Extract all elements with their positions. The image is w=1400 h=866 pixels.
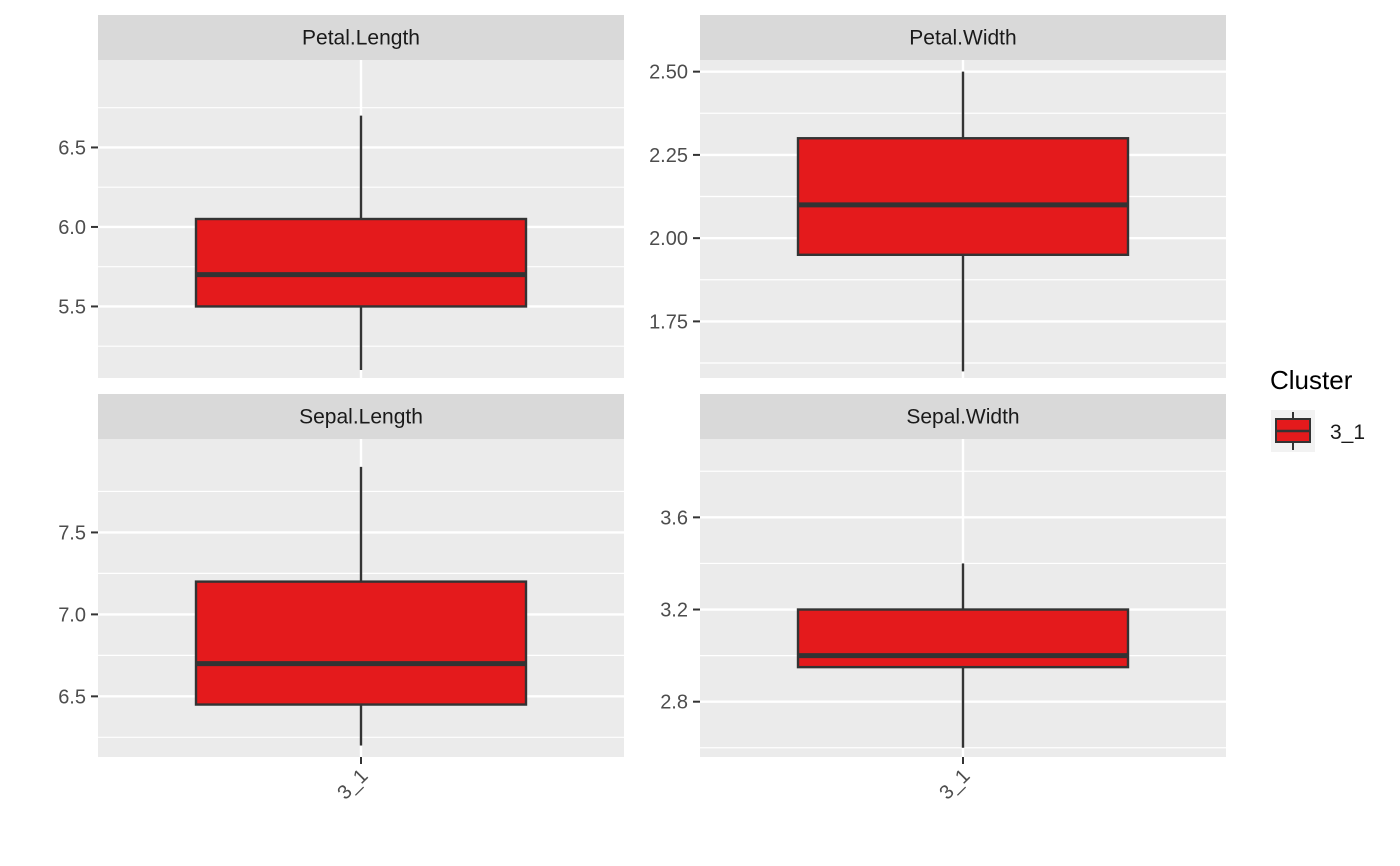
legend-entry-label: 3_1	[1330, 421, 1365, 444]
y-tick-label: 6.0	[58, 217, 86, 239]
legend-title: Cluster	[1270, 365, 1353, 395]
legend: Cluster 3_1	[1270, 365, 1365, 452]
y-tick-label: 6.5	[58, 137, 86, 159]
box-iqr	[194, 217, 528, 308]
facet-strip	[700, 394, 1226, 439]
facet-panel-petal-width: Petal.Width 1.75 2.00 2.25 2.50	[649, 15, 1226, 378]
facet-strip	[98, 394, 624, 439]
y-tick-label: 5.5	[58, 296, 86, 318]
facet-panel-sepal-length: Sepal.Length 6.5 7.0 7.5 3_1	[58, 394, 624, 804]
facet-strip-label: Sepal.Width	[906, 406, 1019, 429]
facet-strip-label: Sepal.Length	[299, 406, 423, 429]
y-tick-label: 2.50	[649, 62, 688, 84]
facet-strip-label: Petal.Length	[302, 27, 420, 50]
box-iqr	[796, 608, 1130, 669]
box-iqr	[796, 137, 1130, 256]
x-tick-label: 3_1	[935, 765, 974, 804]
facet-strip	[700, 15, 1226, 60]
y-tick-label: 7.5	[58, 522, 86, 544]
facet-strip	[98, 15, 624, 60]
y-tick-label: 2.8	[660, 692, 688, 714]
facet-strip-label: Petal.Width	[909, 27, 1016, 50]
y-tick-label: 3.6	[660, 507, 688, 529]
box-iqr	[194, 580, 528, 706]
y-tick-label: 3.2	[660, 600, 688, 622]
y-tick-label: 2.00	[649, 228, 688, 250]
y-tick-label: 7.0	[58, 604, 86, 626]
y-tick-label: 6.5	[58, 686, 86, 708]
y-tick-label: 1.75	[649, 311, 688, 333]
facet-panel-petal-length: Petal.Length 5.5 6.0 6.5	[58, 15, 624, 378]
x-tick-label: 3_1	[333, 765, 372, 804]
facet-panel-sepal-width: Sepal.Width 2.8 3.2 3.6 3_1	[660, 394, 1226, 804]
y-tick-label: 2.25	[649, 145, 688, 167]
